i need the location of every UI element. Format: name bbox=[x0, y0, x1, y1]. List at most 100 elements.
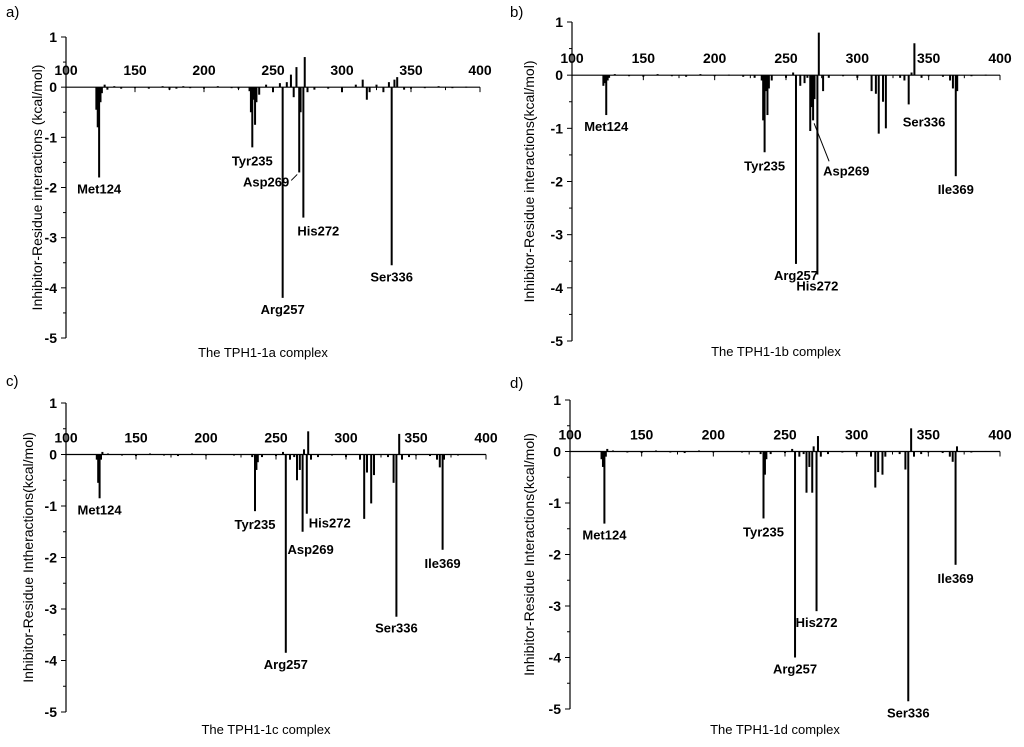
bar bbox=[289, 74, 292, 88]
bar bbox=[230, 87, 233, 89]
bar bbox=[233, 454, 235, 456]
panel-caption: The TPH1-1b complex bbox=[711, 344, 841, 359]
bar bbox=[805, 451, 808, 493]
bar bbox=[798, 451, 801, 457]
bar bbox=[95, 87, 98, 110]
y-axis-title: Inhibitor-Residue Intheractions(kcal/mol… bbox=[20, 432, 36, 683]
x-tick-label: 250 bbox=[774, 50, 798, 66]
bar bbox=[951, 75, 954, 89]
bar bbox=[870, 451, 872, 457]
bar bbox=[398, 433, 401, 455]
bar bbox=[762, 451, 765, 519]
bar bbox=[100, 454, 102, 460]
bar bbox=[408, 454, 410, 458]
bar bbox=[785, 75, 787, 78]
bar bbox=[189, 87, 192, 89]
bar bbox=[762, 75, 765, 121]
bar bbox=[285, 82, 288, 88]
bar bbox=[920, 451, 923, 455]
annotation-arrow bbox=[813, 123, 830, 162]
bar bbox=[822, 75, 825, 92]
bar bbox=[282, 451, 284, 455]
bar bbox=[443, 454, 445, 460]
bar bbox=[603, 451, 606, 524]
bar bbox=[769, 451, 772, 455]
y-tick-label: -2 bbox=[551, 174, 564, 190]
residue-label: Asp269 bbox=[287, 542, 333, 557]
x-tick-label: 350 bbox=[917, 50, 941, 66]
bar bbox=[927, 75, 930, 77]
bar bbox=[626, 451, 629, 453]
bar bbox=[811, 451, 814, 493]
y-tick-label: -1 bbox=[45, 129, 58, 145]
bar bbox=[741, 451, 743, 453]
bar bbox=[802, 451, 805, 455]
bar bbox=[726, 450, 729, 452]
bar bbox=[363, 454, 366, 519]
bar bbox=[882, 75, 885, 102]
residue-label: Asp269 bbox=[243, 174, 289, 189]
residue-label: Tyr235 bbox=[743, 524, 784, 539]
bar bbox=[248, 87, 251, 92]
bar bbox=[603, 75, 606, 84]
bar bbox=[956, 446, 958, 452]
residue-label: Arg257 bbox=[261, 302, 305, 317]
x-tick-label: 300 bbox=[330, 62, 354, 78]
bar bbox=[393, 79, 396, 88]
bar bbox=[103, 84, 106, 88]
bar bbox=[808, 451, 811, 467]
bar bbox=[219, 453, 221, 455]
bar bbox=[841, 451, 844, 453]
bar bbox=[669, 451, 672, 453]
bar bbox=[368, 87, 371, 93]
bar bbox=[606, 448, 609, 452]
bar bbox=[258, 87, 261, 95]
bar bbox=[296, 454, 298, 481]
bar bbox=[683, 451, 686, 454]
y-tick-label: 1 bbox=[553, 392, 561, 408]
bar bbox=[881, 451, 884, 475]
bar bbox=[815, 451, 818, 612]
y-tick-label: 0 bbox=[553, 444, 561, 460]
bar bbox=[98, 87, 101, 178]
y-tick-label: 0 bbox=[49, 79, 57, 95]
bar bbox=[870, 75, 873, 92]
bar bbox=[281, 87, 284, 298]
panel-letter: b) bbox=[510, 4, 523, 21]
bar bbox=[255, 87, 258, 103]
bar bbox=[423, 87, 426, 89]
bar bbox=[415, 454, 417, 456]
residue-label: Met124 bbox=[584, 119, 629, 134]
bar bbox=[106, 87, 109, 90]
bar bbox=[252, 87, 255, 100]
y-tick-label: 1 bbox=[49, 29, 57, 45]
bar bbox=[817, 32, 820, 76]
bar bbox=[396, 77, 399, 88]
bar bbox=[310, 454, 312, 460]
bar bbox=[293, 454, 296, 458]
x-tick-label: 100 bbox=[560, 50, 584, 66]
bar bbox=[600, 451, 603, 460]
y-tick-label: -3 bbox=[551, 227, 564, 243]
bar bbox=[791, 448, 794, 452]
y-tick-label: -3 bbox=[549, 598, 562, 614]
residue-label: Arg257 bbox=[264, 657, 308, 672]
bar bbox=[970, 75, 973, 77]
y-tick-label: -4 bbox=[549, 650, 562, 666]
bar bbox=[819, 451, 822, 457]
bar bbox=[97, 454, 100, 483]
residue-label: Ser336 bbox=[903, 114, 946, 129]
y-tick-label: 1 bbox=[555, 14, 563, 30]
bar bbox=[810, 75, 813, 108]
bar bbox=[272, 87, 274, 93]
x-tick-label: 100 bbox=[558, 427, 582, 443]
bar bbox=[910, 428, 913, 452]
bar bbox=[765, 451, 768, 460]
bar bbox=[313, 87, 316, 90]
bar bbox=[601, 451, 604, 467]
bar bbox=[954, 451, 957, 565]
bar bbox=[642, 75, 645, 77]
bar bbox=[742, 75, 745, 77]
bar bbox=[392, 454, 395, 483]
bar bbox=[913, 43, 916, 76]
